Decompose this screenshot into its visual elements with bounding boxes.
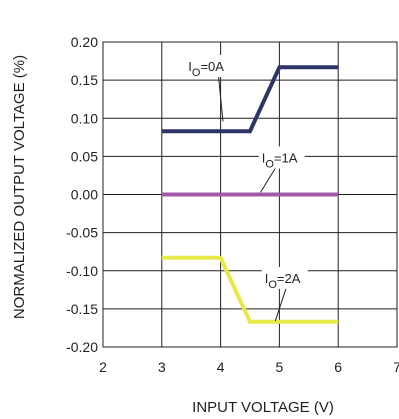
series-label-1: IO=1A — [262, 150, 298, 170]
series-line-2 — [161, 255, 339, 324]
x-tick-labels: 2 3 4 5 6 7 — [99, 359, 399, 375]
y-tick-label: 0.05 — [71, 148, 98, 164]
series-lines — [161, 65, 339, 324]
series-label-0: IO=0A — [188, 59, 224, 79]
y-tick-label: -0.20 — [66, 339, 98, 355]
x-tick-label: 4 — [217, 359, 225, 375]
y-tick-label: -0.10 — [66, 263, 98, 279]
y-tick-label: 0.00 — [71, 187, 98, 203]
y-tick-label: -0.15 — [66, 301, 98, 317]
plot-frame — [102, 41, 398, 348]
x-tick-label: 5 — [276, 359, 284, 375]
x-tick-label: 3 — [158, 359, 166, 375]
y-tick-label: 0.10 — [71, 110, 98, 126]
series-label-2: IO=2A — [265, 271, 301, 291]
annotation-bg — [261, 266, 308, 289]
x-tick-label: 2 — [99, 359, 107, 375]
y-tick-label: -0.05 — [66, 225, 98, 241]
y-tick-labels: 0.20 0.15 0.10 0.05 0.00 -0.05 -0.10 -0.15 -0.20 — [66, 34, 98, 355]
annotation-bg — [185, 54, 232, 77]
y-tick-label: 0.15 — [71, 72, 98, 88]
series-annotations: IO=0A IO=1A IO=2A — [185, 54, 308, 291]
x-axis-label: INPUT VOLTAGE (V) — [192, 399, 334, 416]
series-line-0 — [161, 65, 339, 134]
y-tick-label: 0.20 — [71, 34, 98, 50]
x-tick-label: 7 — [393, 359, 399, 375]
y-axis-label: NORMALIZED OUTPUT VOLTAGE (%) — [11, 55, 28, 319]
annotation-bg — [258, 146, 305, 169]
x-tick-label: 6 — [334, 359, 342, 375]
